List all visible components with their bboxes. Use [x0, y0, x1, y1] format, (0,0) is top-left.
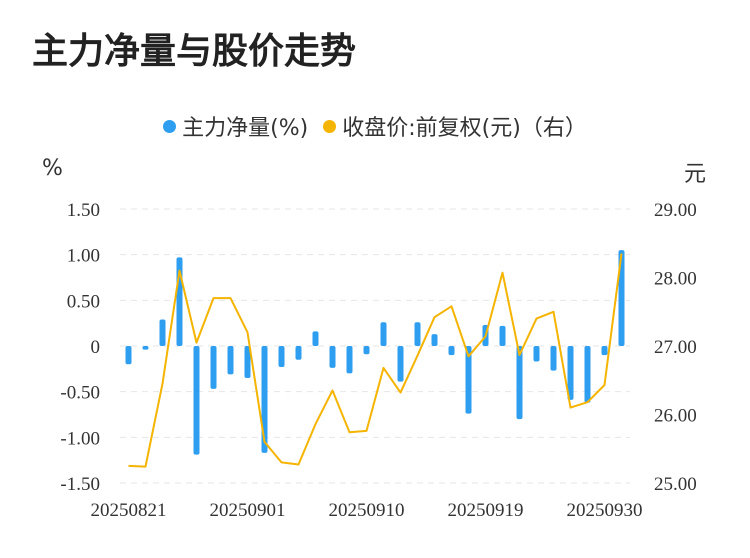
net-bar — [380, 322, 387, 346]
right-tick-label: 27.00 — [654, 337, 697, 358]
net-bar — [210, 346, 217, 389]
net-bar — [567, 346, 574, 400]
net-bar — [533, 346, 540, 362]
net-bar — [431, 334, 438, 346]
right-axis-unit: 元 — [683, 162, 706, 187]
net-bar — [295, 346, 302, 360]
net-bar — [278, 346, 285, 368]
legend-price-marker — [323, 119, 337, 133]
x-tick-label: 20250821 — [91, 500, 167, 521]
net-bar — [414, 322, 421, 346]
left-tick-label: 1.50 — [67, 200, 100, 221]
x-tick-label: 20250901 — [210, 500, 286, 521]
net-bar — [329, 346, 336, 368]
legend-net-label: 主力净量(%) — [182, 116, 309, 141]
net-bar — [601, 346, 608, 356]
net-bar — [227, 346, 234, 375]
net-bar — [312, 331, 319, 346]
legend-price-label: 收盘价:前复权(元)（右） — [342, 116, 587, 141]
left-axis-unit: % — [42, 156, 63, 181]
net-bar — [448, 346, 455, 356]
chart-title: 主力净量与股价走势 — [32, 31, 357, 72]
net-bar — [397, 346, 404, 382]
net-bar — [618, 250, 625, 346]
right-tick-label: 26.00 — [654, 406, 697, 427]
net-bar — [346, 346, 353, 374]
legend-item-price[interactable]: 收盘价:前复权(元)（右） — [323, 110, 587, 142]
left-tick-label: -1.50 — [60, 474, 100, 495]
right-tick-label: 29.00 — [654, 200, 697, 221]
x-tick-label: 20250910 — [329, 500, 405, 521]
legend: 主力净量(%) 收盘价:前复权(元)（右） — [0, 110, 750, 142]
net-bar — [159, 319, 166, 346]
net-bar — [193, 346, 200, 455]
left-tick-label: 1.00 — [67, 246, 100, 267]
right-tick-label: 28.00 — [654, 269, 697, 290]
net-bar — [465, 346, 472, 414]
net-bar — [244, 346, 251, 378]
left-tick-label: -1.00 — [60, 428, 100, 449]
net-bar — [142, 346, 149, 350]
x-tick-label: 20250919 — [448, 500, 524, 521]
left-tick-label: 0 — [91, 337, 101, 358]
right-tick-label: 25.00 — [654, 474, 697, 495]
left-tick-label: -0.50 — [60, 383, 100, 404]
left-tick-label: 0.50 — [67, 291, 100, 312]
net-bar — [125, 346, 132, 365]
price-line — [128, 253, 623, 468]
legend-item-net[interactable]: 主力净量(%) — [163, 110, 308, 142]
x-tick-label: 20250930 — [567, 500, 643, 521]
net-bar — [499, 325, 506, 346]
legend-net-marker — [163, 119, 177, 133]
net-bar — [516, 346, 523, 420]
net-bar — [550, 346, 557, 371]
net-bar — [584, 346, 591, 403]
net-bar — [363, 346, 370, 355]
